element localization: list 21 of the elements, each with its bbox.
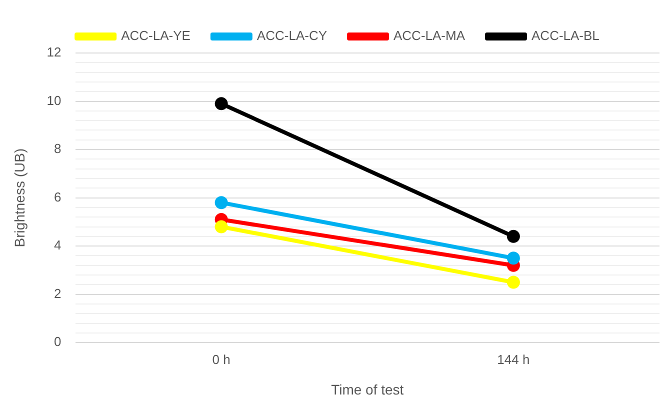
y-tick-label: 12: [46, 44, 62, 60]
legend-label: ACC-LA-MA: [394, 28, 466, 44]
x-axis-title: Time of test: [331, 381, 404, 398]
y-tick-label: 4: [54, 238, 62, 253]
legend-label: ACC-LA-BL: [532, 28, 600, 44]
y-tick-label: 0: [54, 334, 62, 350]
x-tick-label: 0 h: [212, 352, 230, 367]
point: [506, 230, 520, 243]
y-tick-label: 6: [54, 189, 62, 204]
legend-label: ACC-LA-YE: [121, 28, 191, 44]
point: [214, 196, 228, 210]
y-axis-title: Brightness (UB): [11, 148, 28, 248]
point: [506, 252, 520, 265]
legend-label: ACC-LA-CY: [256, 28, 328, 44]
point: [506, 276, 520, 289]
point: [214, 97, 228, 110]
point: [214, 220, 228, 234]
y-tick-label: 10: [46, 92, 62, 108]
y-tick-label: 8: [54, 141, 62, 156]
x-tick-label: 144 h: [497, 352, 530, 367]
y-tick-label: 2: [54, 286, 62, 301]
